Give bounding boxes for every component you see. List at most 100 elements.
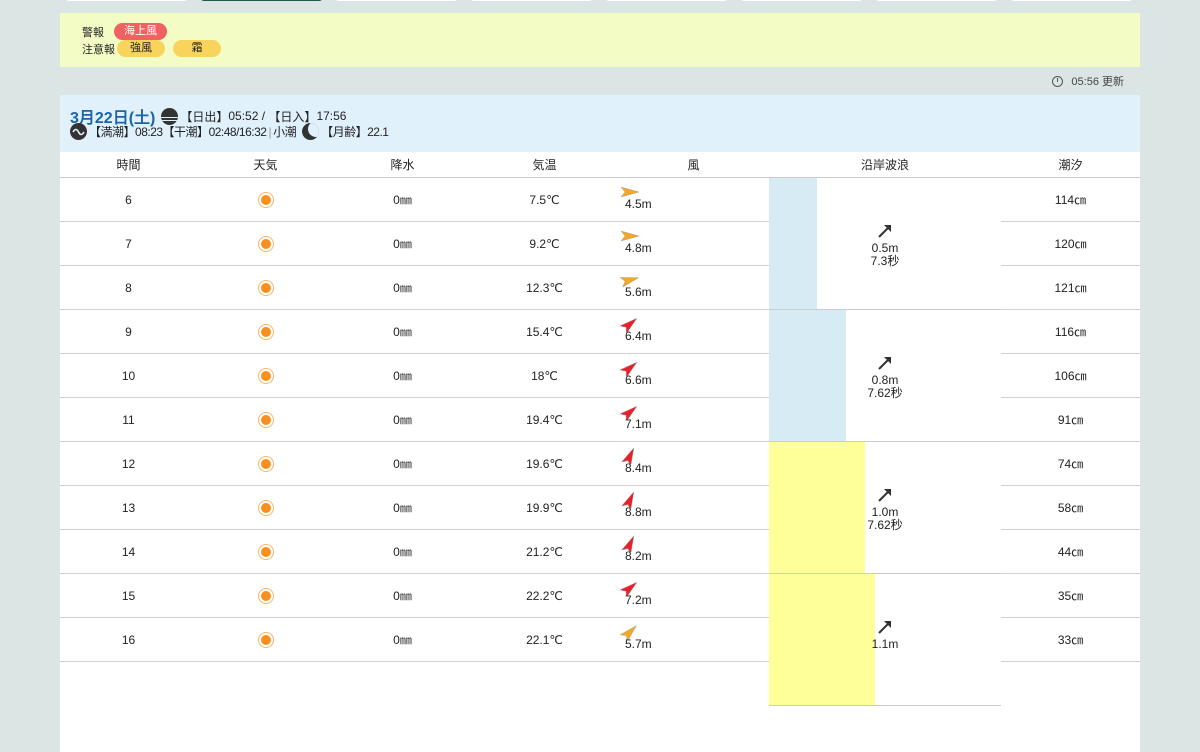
tide-cell: 35㎝ bbox=[1001, 574, 1140, 618]
low-tide-time: 02:48/16:32 bbox=[208, 124, 267, 139]
wind-speed: 6.6m bbox=[625, 373, 652, 387]
sunny-icon bbox=[261, 327, 271, 337]
nav-tab[interactable] bbox=[200, 0, 323, 1]
wave-cell: 1.0m 7.62秒 bbox=[769, 442, 1001, 574]
tide-cell: 106㎝ bbox=[1001, 354, 1140, 398]
wind-direction-icon bbox=[621, 536, 635, 552]
wind-cell: 5.6m bbox=[618, 266, 769, 310]
header-tide: 潮汐 bbox=[1001, 152, 1140, 178]
warning-badge[interactable]: 海上風 bbox=[114, 23, 167, 40]
wave-height: 0.8m bbox=[871, 373, 899, 387]
wind-speed: 5.6m bbox=[625, 285, 652, 299]
temp-cell: 19.6℃ bbox=[471, 442, 618, 486]
advisory-badge[interactable]: 強風 bbox=[117, 40, 165, 57]
hour-cell: 10 bbox=[60, 354, 197, 398]
temp-cell: 19.9℃ bbox=[471, 486, 618, 530]
nav-tab[interactable] bbox=[65, 0, 188, 1]
wave-height: 1.1m bbox=[871, 637, 899, 651]
tide-wave-icon bbox=[70, 123, 87, 140]
moon-age-label: 【月齢】 bbox=[321, 125, 368, 139]
date-title: 3月22日(土) bbox=[70, 110, 156, 127]
wind-speed: 6.4m bbox=[625, 329, 652, 343]
sunny-icon bbox=[261, 415, 271, 425]
nav-tab[interactable] bbox=[875, 0, 998, 1]
advisory-badge[interactable]: 霜 bbox=[173, 40, 221, 57]
tide-cell: 74㎝ bbox=[1001, 442, 1140, 486]
tide-cell: 121㎝ bbox=[1001, 266, 1140, 310]
rain-cell: 0㎜ bbox=[334, 178, 471, 222]
nav-tab[interactable] bbox=[740, 0, 863, 1]
rain-cell: 0㎜ bbox=[334, 530, 471, 574]
wind-direction-icon bbox=[620, 581, 638, 596]
warning-label: 警報 bbox=[82, 26, 104, 39]
header-time: 時間 bbox=[60, 152, 197, 178]
wind-direction-icon bbox=[620, 317, 638, 332]
temp-cell: 22.1℃ bbox=[471, 618, 618, 662]
wave-height-bar bbox=[769, 442, 865, 573]
wind-cell: 4.8m bbox=[618, 222, 769, 266]
sunset-time: 17:56 bbox=[316, 109, 347, 123]
wind-cell: 7.2m bbox=[618, 574, 769, 618]
sunny-icon bbox=[261, 547, 271, 557]
top-tabs bbox=[0, 0, 1200, 2]
temp-cell: 21.2℃ bbox=[471, 530, 618, 574]
alert-panel: 警報 海上風 注意報 強風 霜 bbox=[60, 13, 1140, 67]
sunny-icon bbox=[261, 591, 271, 601]
moon-age: 22.1 bbox=[367, 124, 389, 139]
moon-icon bbox=[302, 123, 320, 140]
tide-cell: 58㎝ bbox=[1001, 486, 1140, 530]
wave-direction-icon bbox=[878, 489, 891, 502]
hour-cell: 16 bbox=[60, 618, 197, 662]
nav-tab[interactable] bbox=[1010, 0, 1133, 1]
wind-cell: 8.8m bbox=[618, 486, 769, 530]
rain-cell: 0㎜ bbox=[334, 266, 471, 310]
weather-cell bbox=[197, 266, 334, 310]
sunny-icon bbox=[261, 371, 271, 381]
rain-cell: 0㎜ bbox=[334, 310, 471, 354]
tide-cell: 44㎝ bbox=[1001, 530, 1140, 574]
update-time: 05:56 更新 bbox=[1052, 73, 1124, 89]
wind-direction-icon bbox=[621, 492, 635, 508]
nav-tab[interactable] bbox=[470, 0, 593, 1]
wave-height-bar bbox=[769, 178, 817, 309]
separator: / bbox=[258, 109, 269, 123]
wind-cell: 5.7m bbox=[618, 618, 769, 662]
hour-cell: 15 bbox=[60, 574, 197, 618]
wave-direction-icon bbox=[878, 621, 891, 634]
wind-cell: 6.4m bbox=[618, 310, 769, 354]
wave-height: 1.0m bbox=[871, 505, 899, 519]
warning-row: 警報 海上風 bbox=[82, 23, 167, 40]
header-temp: 気温 bbox=[471, 152, 618, 178]
high-tide-time: 08:23 bbox=[135, 124, 163, 139]
wave-period: 7.3秒 bbox=[870, 254, 900, 268]
temp-cell: 22.2℃ bbox=[471, 574, 618, 618]
advisory-row: 注意報 強風 霜 bbox=[82, 40, 221, 57]
wind-cell: 8.2m bbox=[618, 530, 769, 574]
hour-cell: 8 bbox=[60, 266, 197, 310]
sunny-icon bbox=[261, 195, 271, 205]
wind-direction-icon bbox=[620, 361, 638, 376]
nav-tab[interactable] bbox=[335, 0, 458, 1]
weather-cell bbox=[197, 574, 334, 618]
sunny-icon bbox=[261, 503, 271, 513]
rain-cell: 0㎜ bbox=[334, 398, 471, 442]
temp-cell: 7.5℃ bbox=[471, 178, 618, 222]
weather-cell bbox=[197, 442, 334, 486]
header-wave: 沿岸波浪 bbox=[769, 152, 1001, 178]
wave-period: 7.62秒 bbox=[867, 386, 903, 400]
rain-cell: 0㎜ bbox=[334, 618, 471, 662]
temp-cell: 19.4℃ bbox=[471, 398, 618, 442]
weather-cell bbox=[197, 486, 334, 530]
wind-direction-icon bbox=[620, 405, 638, 420]
wind-speed: 8.8m bbox=[625, 505, 652, 519]
rain-cell: 0㎜ bbox=[334, 486, 471, 530]
wave-direction-icon bbox=[878, 225, 891, 238]
nav-tab[interactable] bbox=[605, 0, 728, 1]
clock-icon bbox=[1052, 75, 1064, 87]
wind-direction-icon bbox=[620, 230, 640, 242]
header-wind: 風 bbox=[618, 152, 769, 178]
wave-cell: 0.5m 7.3秒 bbox=[769, 178, 1001, 310]
wind-speed: 7.1m bbox=[625, 417, 652, 431]
weather-cell bbox=[197, 354, 334, 398]
wind-direction-icon bbox=[620, 186, 640, 198]
